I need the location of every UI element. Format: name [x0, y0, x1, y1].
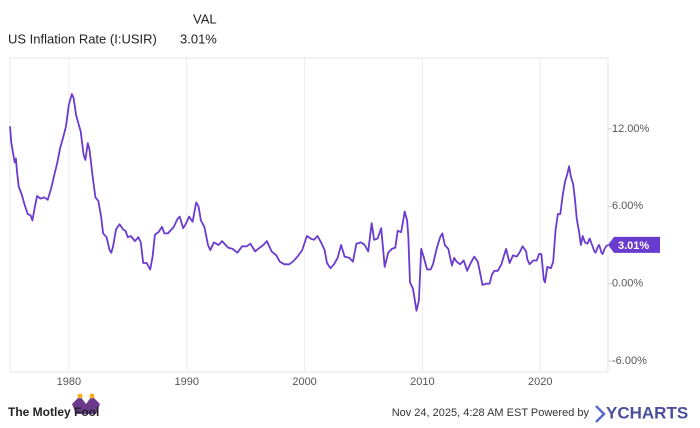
x-tick-label: 2020: [528, 376, 552, 388]
provider: YCHARTS: [606, 403, 688, 422]
x-tick-label: 2000: [292, 376, 316, 388]
current-value-label: 3.01%: [618, 240, 649, 252]
x-tick-label: 1980: [57, 376, 81, 388]
y-tick-label: 0.00%: [612, 278, 643, 290]
logo-icon: [89, 393, 95, 399]
motley-fool-logo: The Motley Fool: [8, 393, 100, 419]
y-tick-label: 12.00%: [612, 123, 650, 135]
y-tick-label: -6.00%: [612, 355, 647, 367]
line: [9, 93, 609, 312]
plot-frame: [9, 57, 609, 373]
x-tick-label: 1990: [175, 376, 199, 388]
legend-entry: US Inflation Rate (I:USIR): [8, 31, 157, 46]
timestamp: Nov 24, 2025, 4:28 AM EST Powered by: [392, 407, 590, 419]
logo-icon: [77, 393, 83, 399]
logo-icon: [72, 396, 100, 414]
legend-header: VAL: [193, 11, 217, 26]
x-tick-label: 2010: [410, 376, 434, 388]
provider-icon: [595, 405, 606, 423]
legend-value: 3.01%: [180, 31, 217, 46]
brand: The Motley Fool: [8, 405, 99, 419]
y-tick-label: 6.00%: [612, 200, 643, 212]
current-value-badge: [608, 236, 660, 253]
